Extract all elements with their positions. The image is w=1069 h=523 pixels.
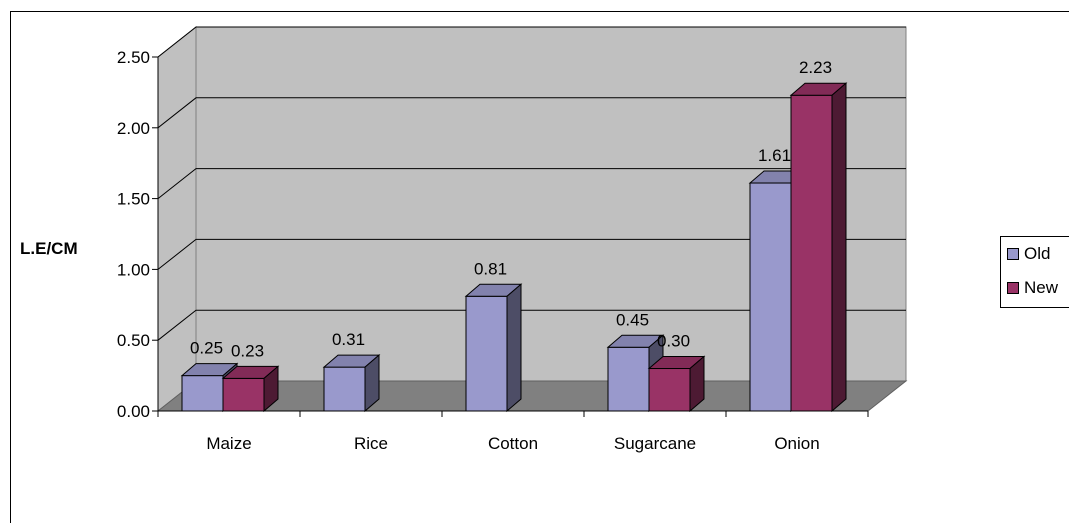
x-tick-label: Sugarcane: [614, 434, 696, 453]
bar-front: [181, 375, 224, 412]
bar-new-maize: [221, 365, 280, 413]
x-tick-label: Maize: [206, 434, 251, 453]
y-tick-label: 0.00: [117, 402, 150, 421]
gridline: [157, 309, 906, 341]
data-label-new-maize: 0.23: [231, 341, 264, 360]
bar-front: [465, 295, 508, 412]
legend-item-new: New: [1007, 278, 1059, 297]
y-axis: 0.00 0.50 1.00 1.50 2.00 2.50: [117, 48, 159, 421]
gridline: [157, 238, 906, 270]
y-tick-label: 0.50: [117, 331, 150, 350]
bar-side: [506, 283, 522, 413]
data-label-old-cotton: 0.81: [474, 259, 507, 278]
bar-front: [749, 182, 792, 412]
bar-new-onion: [789, 82, 848, 413]
x-tick-label: Rice: [354, 434, 388, 453]
legend-label-new: New: [1024, 278, 1059, 297]
gridlines: [157, 26, 906, 341]
x-axis: Maize Rice Cotton Sugarcane Onion: [157, 410, 869, 453]
gridline: [157, 26, 906, 58]
x-tick-label: Cotton: [488, 434, 538, 453]
bar-side: [263, 365, 279, 413]
gridline: [157, 97, 906, 129]
bar-new-sugarcane: [647, 355, 706, 413]
legend: Old New: [1000, 236, 1069, 308]
legend-label-old: Old: [1024, 244, 1051, 263]
bars: [180, 82, 848, 413]
chart-frame: [10, 11, 1069, 523]
bar-front: [607, 346, 650, 412]
bar-front: [790, 94, 833, 412]
data-label-old-onion: 1.61: [758, 146, 791, 165]
bar-side: [689, 355, 705, 413]
y-tick-label: 2.50: [117, 48, 150, 67]
bar-side: [831, 82, 847, 413]
y-tick-label: 2.00: [117, 119, 150, 138]
legend-item-old: Old: [1007, 244, 1051, 263]
data-label-old-sugarcane: 0.45: [616, 310, 649, 329]
x-tick-label: Onion: [774, 434, 819, 453]
data-label-old-maize: 0.25: [190, 339, 223, 358]
data-label-new-sugarcane: 0.30: [657, 332, 690, 351]
data-label-new-onion: 2.23: [799, 58, 832, 77]
y-tick-label: 1.00: [117, 260, 150, 279]
bar-front: [222, 377, 265, 412]
y-axis-label: L.E/CM: [20, 239, 78, 258]
data-labels: 0.25 0.31 0.81 0.45 1.61 0.23 0.30 2.23: [190, 58, 832, 360]
bar-old-cotton: [464, 283, 523, 413]
legend-swatch-old: [1007, 248, 1019, 260]
y-tick-label: 1.50: [117, 190, 150, 209]
gridline: [157, 168, 906, 199]
legend-swatch-new: [1007, 282, 1019, 294]
bar-front: [648, 368, 691, 412]
bar-front: [323, 366, 366, 412]
bar-old-rice: [322, 354, 381, 413]
data-label-old-rice: 0.31: [332, 330, 365, 349]
bar-side: [364, 354, 380, 413]
